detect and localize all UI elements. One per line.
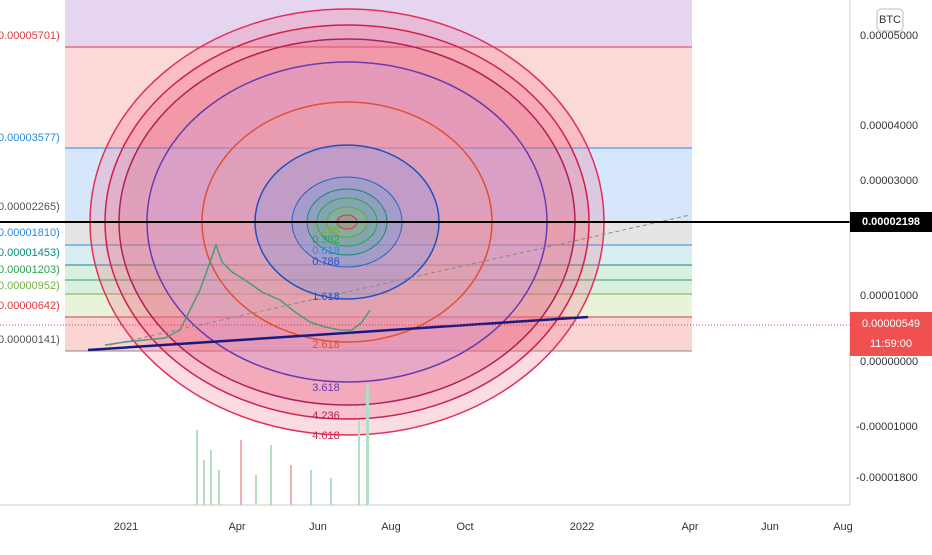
circle-label: 0.786 <box>312 256 340 268</box>
price-tick: -0.00001000 <box>856 421 918 433</box>
time-tick: Oct <box>456 521 473 533</box>
fib-label: 0.00003577) <box>0 132 60 144</box>
price-tick: 0.00005000 <box>860 30 918 42</box>
fib-bands <box>65 0 692 352</box>
price-tick: 0.00001000 <box>860 290 918 302</box>
fib-label: 0.00001203) <box>0 264 60 276</box>
marked-price: 0.00002198 <box>862 216 920 228</box>
time-tick: Aug <box>381 521 401 533</box>
marked-price-box <box>850 212 932 232</box>
circle-label: 0.236 <box>312 224 340 236</box>
time-tick: 2022 <box>570 521 594 533</box>
fib-level-labels: 0.00005701) 0.00003577) 0.00002265) 0.00… <box>0 30 60 346</box>
time-tick: 2021 <box>114 521 138 533</box>
fib-label: 0.00001453) <box>0 247 60 259</box>
time-tick: Jun <box>309 521 327 533</box>
volume-bars <box>196 385 369 505</box>
countdown: 11:59:00 <box>870 338 912 350</box>
circle-label: 4.236 <box>312 410 340 422</box>
price-tick: -0.00001800 <box>856 472 918 484</box>
band <box>65 148 692 220</box>
currency[interactable]: BTC <box>879 14 901 26</box>
fib-label: 0.00000642) <box>0 300 60 312</box>
time-tick: Aug <box>833 521 853 533</box>
circle-label: 4.618 <box>312 430 340 442</box>
circle-label: 0.618 <box>312 245 340 257</box>
fib-label: 0.00000141) <box>0 334 60 346</box>
circle-label: 3.618 <box>312 382 340 394</box>
time-tick: Apr <box>681 521 698 533</box>
band <box>65 294 692 317</box>
circle-label: 1.618 <box>312 291 340 303</box>
time-tick: Apr <box>228 521 245 533</box>
last-price-box <box>850 312 932 356</box>
price-axis: 0.00005000 0.00004000 0.00003000 0.00001… <box>850 8 932 484</box>
band <box>65 0 692 47</box>
fib-label: 0.00001810) <box>0 227 60 239</box>
price-tick: 0.00000000 <box>860 356 918 368</box>
price-candles <box>104 242 371 346</box>
trend-line <box>87 315 589 352</box>
time-tick: Jun <box>761 521 779 533</box>
trend-dashed <box>109 214 691 346</box>
price-tick: 0.00003000 <box>860 175 918 187</box>
price-tick: 0.00004000 <box>860 120 918 132</box>
circle-label: 0.382 <box>312 234 340 246</box>
fib-label: 0.00005701) <box>0 30 60 42</box>
circle-labels: 0.236 0.382 0.618 0.786 1.618 2.618 3.61… <box>312 224 340 442</box>
currency-badge[interactable] <box>876 8 904 32</box>
time-axis: 2021 Apr Jun Aug Oct 2022 Apr Jun Aug <box>114 521 853 533</box>
circle-label: 2.618 <box>312 339 340 351</box>
fib-label: 0.00002265) <box>0 201 60 213</box>
fib-label: 0.00000952) <box>0 280 60 292</box>
last-price: 0.00000549 <box>862 318 920 330</box>
